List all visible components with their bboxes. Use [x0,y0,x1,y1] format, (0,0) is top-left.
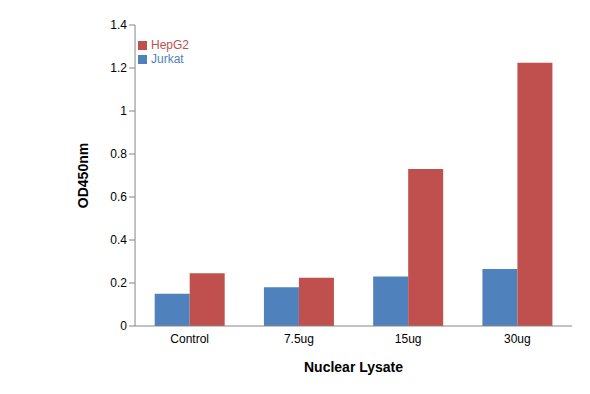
svg-text:1.2: 1.2 [110,61,127,75]
svg-text:0.2: 0.2 [110,276,127,290]
html-text:HepG2: HepG2 [151,38,189,52]
svg-text:1.4: 1.4 [110,18,127,32]
svg-text:30ug: 30ug [504,332,531,346]
svg-text:OD450nm: OD450nm [75,143,91,208]
svg-text:0.6: 0.6 [110,190,127,204]
svg-text:0: 0 [120,319,127,333]
html-text:Jurkat: Jurkat [151,52,184,66]
svg-text:0.4: 0.4 [110,233,127,247]
svg-text:Nuclear Lysate: Nuclear Lysate [304,359,403,375]
svg-text:7.5ug: 7.5ug [284,332,314,346]
svg-text:0.8: 0.8 [110,147,127,161]
svg-text:Control: Control [170,332,209,346]
svg-text:15ug: 15ug [395,332,422,346]
svg-text:1: 1 [120,104,127,118]
